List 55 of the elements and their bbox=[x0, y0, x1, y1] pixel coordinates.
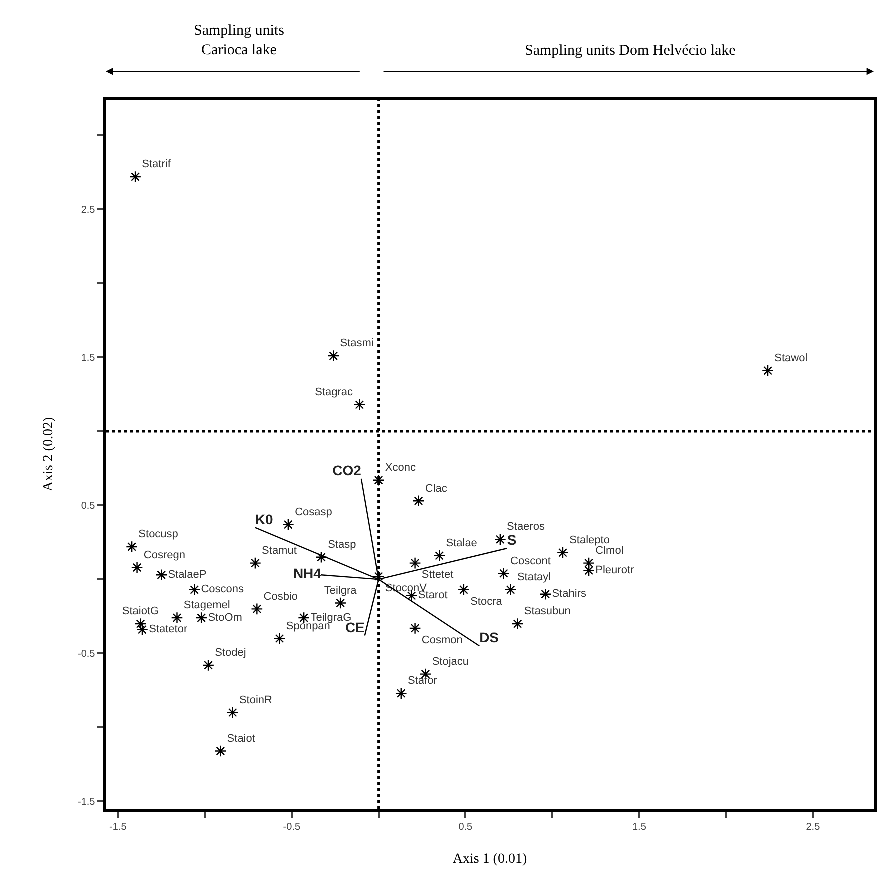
series-label: K0 bbox=[255, 511, 274, 528]
series-label: Clac bbox=[425, 482, 448, 495]
series-label: Stocra bbox=[470, 596, 504, 608]
series-label: Xconc bbox=[385, 462, 416, 474]
series-label: Staiot bbox=[227, 732, 256, 745]
series-label: Statrif bbox=[142, 158, 172, 171]
series-label: DS bbox=[480, 630, 500, 646]
series-label: Cosregn bbox=[144, 549, 186, 562]
series-label: Cosbio bbox=[264, 590, 298, 603]
series-label: CO2 bbox=[332, 462, 362, 478]
x-axis-title: Axis 1 (0.01) bbox=[452, 852, 528, 868]
text: Sampling units Dom Helvécio lake bbox=[525, 43, 736, 59]
series-label: Stasubun bbox=[524, 606, 571, 618]
series-label: Stojacu bbox=[432, 656, 470, 668]
series-label: S bbox=[507, 532, 517, 548]
series-label: Stafor bbox=[408, 675, 438, 688]
y-tick-label: -1.5 bbox=[78, 797, 96, 808]
series-label: StalaeP bbox=[168, 568, 207, 581]
series-label: StoOm bbox=[208, 612, 242, 624]
x-tick-label: 0.5 bbox=[458, 822, 474, 833]
y-tick-label: 2.5 bbox=[81, 205, 96, 216]
series-label: Stalae bbox=[446, 538, 478, 550]
series-label: Stalepto bbox=[570, 534, 610, 547]
x-tick-label: -0.5 bbox=[283, 822, 301, 833]
series-label: StoinR bbox=[239, 694, 273, 706]
x-tick-label: 1.5 bbox=[632, 822, 647, 833]
x-tick-label: -1.5 bbox=[110, 822, 128, 833]
series-label: Stagrac bbox=[315, 386, 354, 399]
series-label: Staeros bbox=[507, 521, 546, 534]
text: Sampling units Carioca lake bbox=[194, 23, 285, 58]
series-label: Cosasp bbox=[295, 506, 332, 518]
y-tick-label: 0.5 bbox=[81, 501, 96, 512]
series-label: Coscont bbox=[510, 555, 551, 568]
series-label: Stasmi bbox=[340, 338, 374, 350]
y-tick-label: 1.5 bbox=[81, 353, 96, 364]
series-label: Clmol bbox=[596, 544, 624, 557]
series-label: Pleurotr bbox=[596, 564, 635, 576]
series-label: Stodej bbox=[215, 647, 246, 660]
series-label: Stagemel bbox=[184, 600, 230, 612]
x-tick-label: 2.5 bbox=[806, 822, 821, 833]
series-label: Teilgra bbox=[324, 584, 358, 597]
y-tick-label: -0.5 bbox=[78, 649, 96, 660]
series-label: Cosmon bbox=[422, 634, 463, 646]
series-label: Stocusp bbox=[138, 528, 178, 541]
series-label: Statetor bbox=[149, 624, 188, 636]
series-label: StaiotG bbox=[122, 606, 160, 618]
series-label: Stamut bbox=[262, 544, 297, 557]
series-label: Stawol bbox=[774, 352, 808, 364]
series-label: NH4 bbox=[293, 566, 322, 582]
y-axis-title: Axis 2 (0.02) bbox=[42, 417, 57, 492]
series-label: Coscons bbox=[201, 584, 245, 596]
series-label: Stasp bbox=[328, 538, 356, 551]
series-label: Sttetet bbox=[422, 569, 454, 582]
series-label: Statayl bbox=[517, 572, 552, 584]
series-label: Stahirs bbox=[552, 588, 587, 600]
